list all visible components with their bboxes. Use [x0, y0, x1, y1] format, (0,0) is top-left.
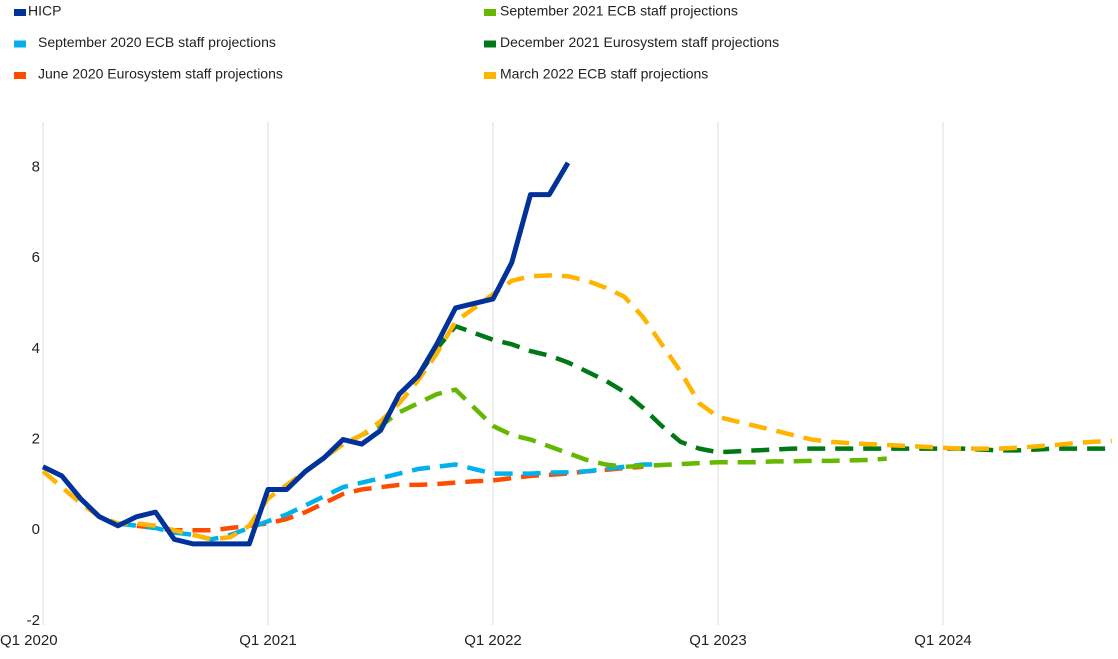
series-line [41, 161, 571, 547]
series-line [416, 323, 1112, 455]
series-line [304, 387, 887, 474]
legend-swatch [484, 72, 496, 79]
legend-label: HICP [28, 3, 61, 19]
legend-label: December 2021 Eurosystem staff projectio… [500, 34, 779, 50]
x-tick-label: Q1 2021 [239, 632, 297, 649]
x-tick-label: Q1 2024 [914, 632, 972, 649]
series-line [41, 273, 1112, 542]
y-tick-label: 8 [32, 158, 40, 175]
legend-label: March 2022 ECB staff projections [500, 66, 708, 82]
legend-swatch [14, 40, 26, 48]
y-tick-label: 4 [32, 340, 40, 357]
legend-label: September 2021 ECB staff projections [500, 3, 738, 19]
x-tick-label: Q1 2022 [464, 632, 522, 649]
legend-label: September 2020 ECB staff projections [38, 34, 276, 50]
y-tick-label: 2 [32, 431, 40, 448]
legend-swatch [484, 40, 496, 48]
y-tick-label: -2 [27, 612, 40, 629]
y-tick-label: 6 [32, 249, 40, 266]
legend-swatch [14, 9, 26, 16]
y-tick-label: 0 [32, 521, 40, 538]
x-tick-label: Q1 2020 [0, 632, 58, 649]
legend-swatch [484, 9, 496, 16]
legend-swatch [14, 72, 26, 79]
x-tick-label: Q1 2023 [689, 632, 747, 649]
legend-label: June 2020 Eurosystem staff projections [38, 66, 283, 82]
